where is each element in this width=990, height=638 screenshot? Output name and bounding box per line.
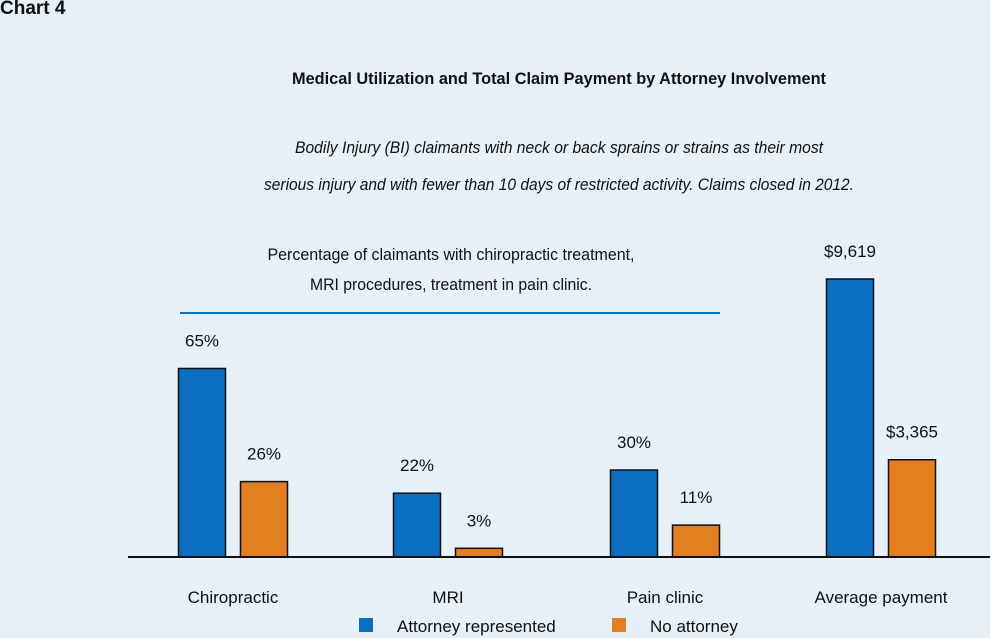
data-label-pain-clinic-no-attorney: 11% [680, 488, 713, 507]
legend-swatch [612, 618, 626, 632]
data-label-average-payment-attorney: $9,619 [824, 242, 876, 261]
chart-title: Medical Utilization and Total Claim Paym… [292, 69, 826, 88]
bar-chiropractic-attorney [177, 367, 227, 558]
data-label-chiropractic-attorney: 65% [185, 332, 219, 351]
bar-pain-clinic-no-attorney [671, 524, 721, 558]
bar-average-payment-attorney [825, 278, 875, 558]
bar-mri-attorney [392, 492, 442, 558]
chart-subtitle-line-1: Bodily Injury (BI) claimants with neck o… [295, 138, 824, 157]
x-tick-label: Average payment [815, 588, 948, 607]
bar-pain-clinic-attorney [609, 469, 659, 558]
bar-chiropractic-no-attorney [239, 480, 289, 558]
x-labels-group: Chiropractic MRI Pain clinic Average paymen… [188, 588, 948, 607]
x-tick-label: Chiropractic [188, 588, 279, 607]
panel-note-line-2: MRI procedures, treatment in pain clinic… [310, 275, 592, 294]
legend-swatch [359, 618, 373, 632]
data-label-average-payment-no-attorney: $3,365 [886, 423, 938, 442]
data-label-mri-attorney: 22% [400, 456, 434, 475]
legend-label: No attorney [650, 617, 738, 636]
chart-subtitle-line-2: serious injury and with fewer than 10 da… [264, 175, 854, 194]
x-tick-label: MRI [432, 588, 463, 607]
bars-group: 65% 26% 22% 3% 30% 11% $9,619 $3,365 [177, 242, 938, 558]
bar-average-payment-no-attorney [887, 458, 937, 558]
data-label-chiropractic-no-attorney: 26% [247, 445, 281, 464]
legend: Attorney represented No attorney [359, 617, 738, 636]
data-label-pain-clinic-attorney: 30% [617, 433, 651, 452]
panel-note-line-1: Percentage of claimants with chiropracti… [268, 245, 635, 264]
legend-label: Attorney represented [397, 617, 556, 636]
chart-label: Chart 4 [0, 0, 66, 19]
bar-mri-no-attorney [454, 547, 504, 558]
x-tick-label: Pain clinic [627, 588, 704, 607]
data-label-mri-no-attorney: 3% [467, 511, 492, 530]
